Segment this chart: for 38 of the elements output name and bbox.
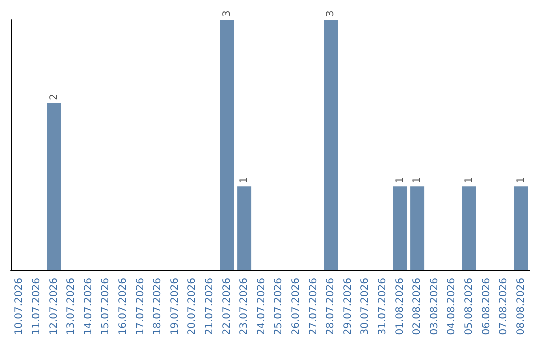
x-tick-label: 26.07.2026 — [290, 278, 302, 336]
x-tick-label: 06.08.2026 — [481, 278, 492, 336]
x-tick-label: 16.07.2026 — [118, 278, 129, 336]
x-tick-label: 11.07.2026 — [31, 278, 42, 336]
x-tick-label: 07.08.2026 — [498, 278, 510, 336]
x-tick-label: 18.07.2026 — [152, 278, 164, 336]
x-tick-label: 13.07.2026 — [66, 278, 78, 336]
data-label: 3 — [326, 10, 337, 17]
data-label: 1 — [394, 177, 406, 184]
x-tick-label: 15.07.2026 — [100, 278, 112, 336]
data-label: 2 — [48, 94, 60, 100]
x-tick-label: 23.07.2026 — [239, 278, 250, 336]
x-tick-label: 31.07.2026 — [377, 278, 388, 336]
x-tick-label: 03.08.2026 — [429, 278, 440, 336]
x-tick-label: 04.08.2026 — [446, 278, 458, 336]
x-tick-label: 01.08.2026 — [394, 278, 406, 336]
x-tick-label: 21.07.2026 — [204, 278, 216, 336]
x-tick-label: 08.08.2026 — [516, 278, 527, 336]
data-label: 1 — [412, 177, 424, 184]
x-tick-label: 17.07.2026 — [135, 278, 146, 336]
x-tick-label: 19.07.2026 — [170, 278, 181, 336]
x-tick-label: 30.07.2026 — [360, 278, 372, 336]
data-label: 1 — [464, 177, 475, 184]
x-tick-label: 02.08.2026 — [412, 278, 424, 336]
x-tick-label: 22.07.2026 — [222, 278, 233, 336]
data-label: 1 — [516, 177, 527, 184]
data-label: 3 — [222, 10, 233, 17]
x-tick-label: 29.07.2026 — [342, 278, 354, 336]
x-tick-label: 12.07.2026 — [48, 278, 60, 336]
x-tick-label: 27.07.2026 — [308, 278, 320, 336]
x-tick-label: 28.07.2026 — [326, 278, 337, 336]
x-tick-label: 24.07.2026 — [256, 278, 268, 336]
x-tick-label: 10.07.2026 — [14, 278, 26, 336]
x-tick-label: 05.08.2026 — [464, 278, 475, 336]
x-tick-label: 20.07.2026 — [187, 278, 198, 336]
data-label: 1 — [239, 177, 250, 184]
x-tick-label: 25.07.2026 — [274, 278, 285, 336]
x-tick-label: 14.07.2026 — [83, 278, 94, 336]
